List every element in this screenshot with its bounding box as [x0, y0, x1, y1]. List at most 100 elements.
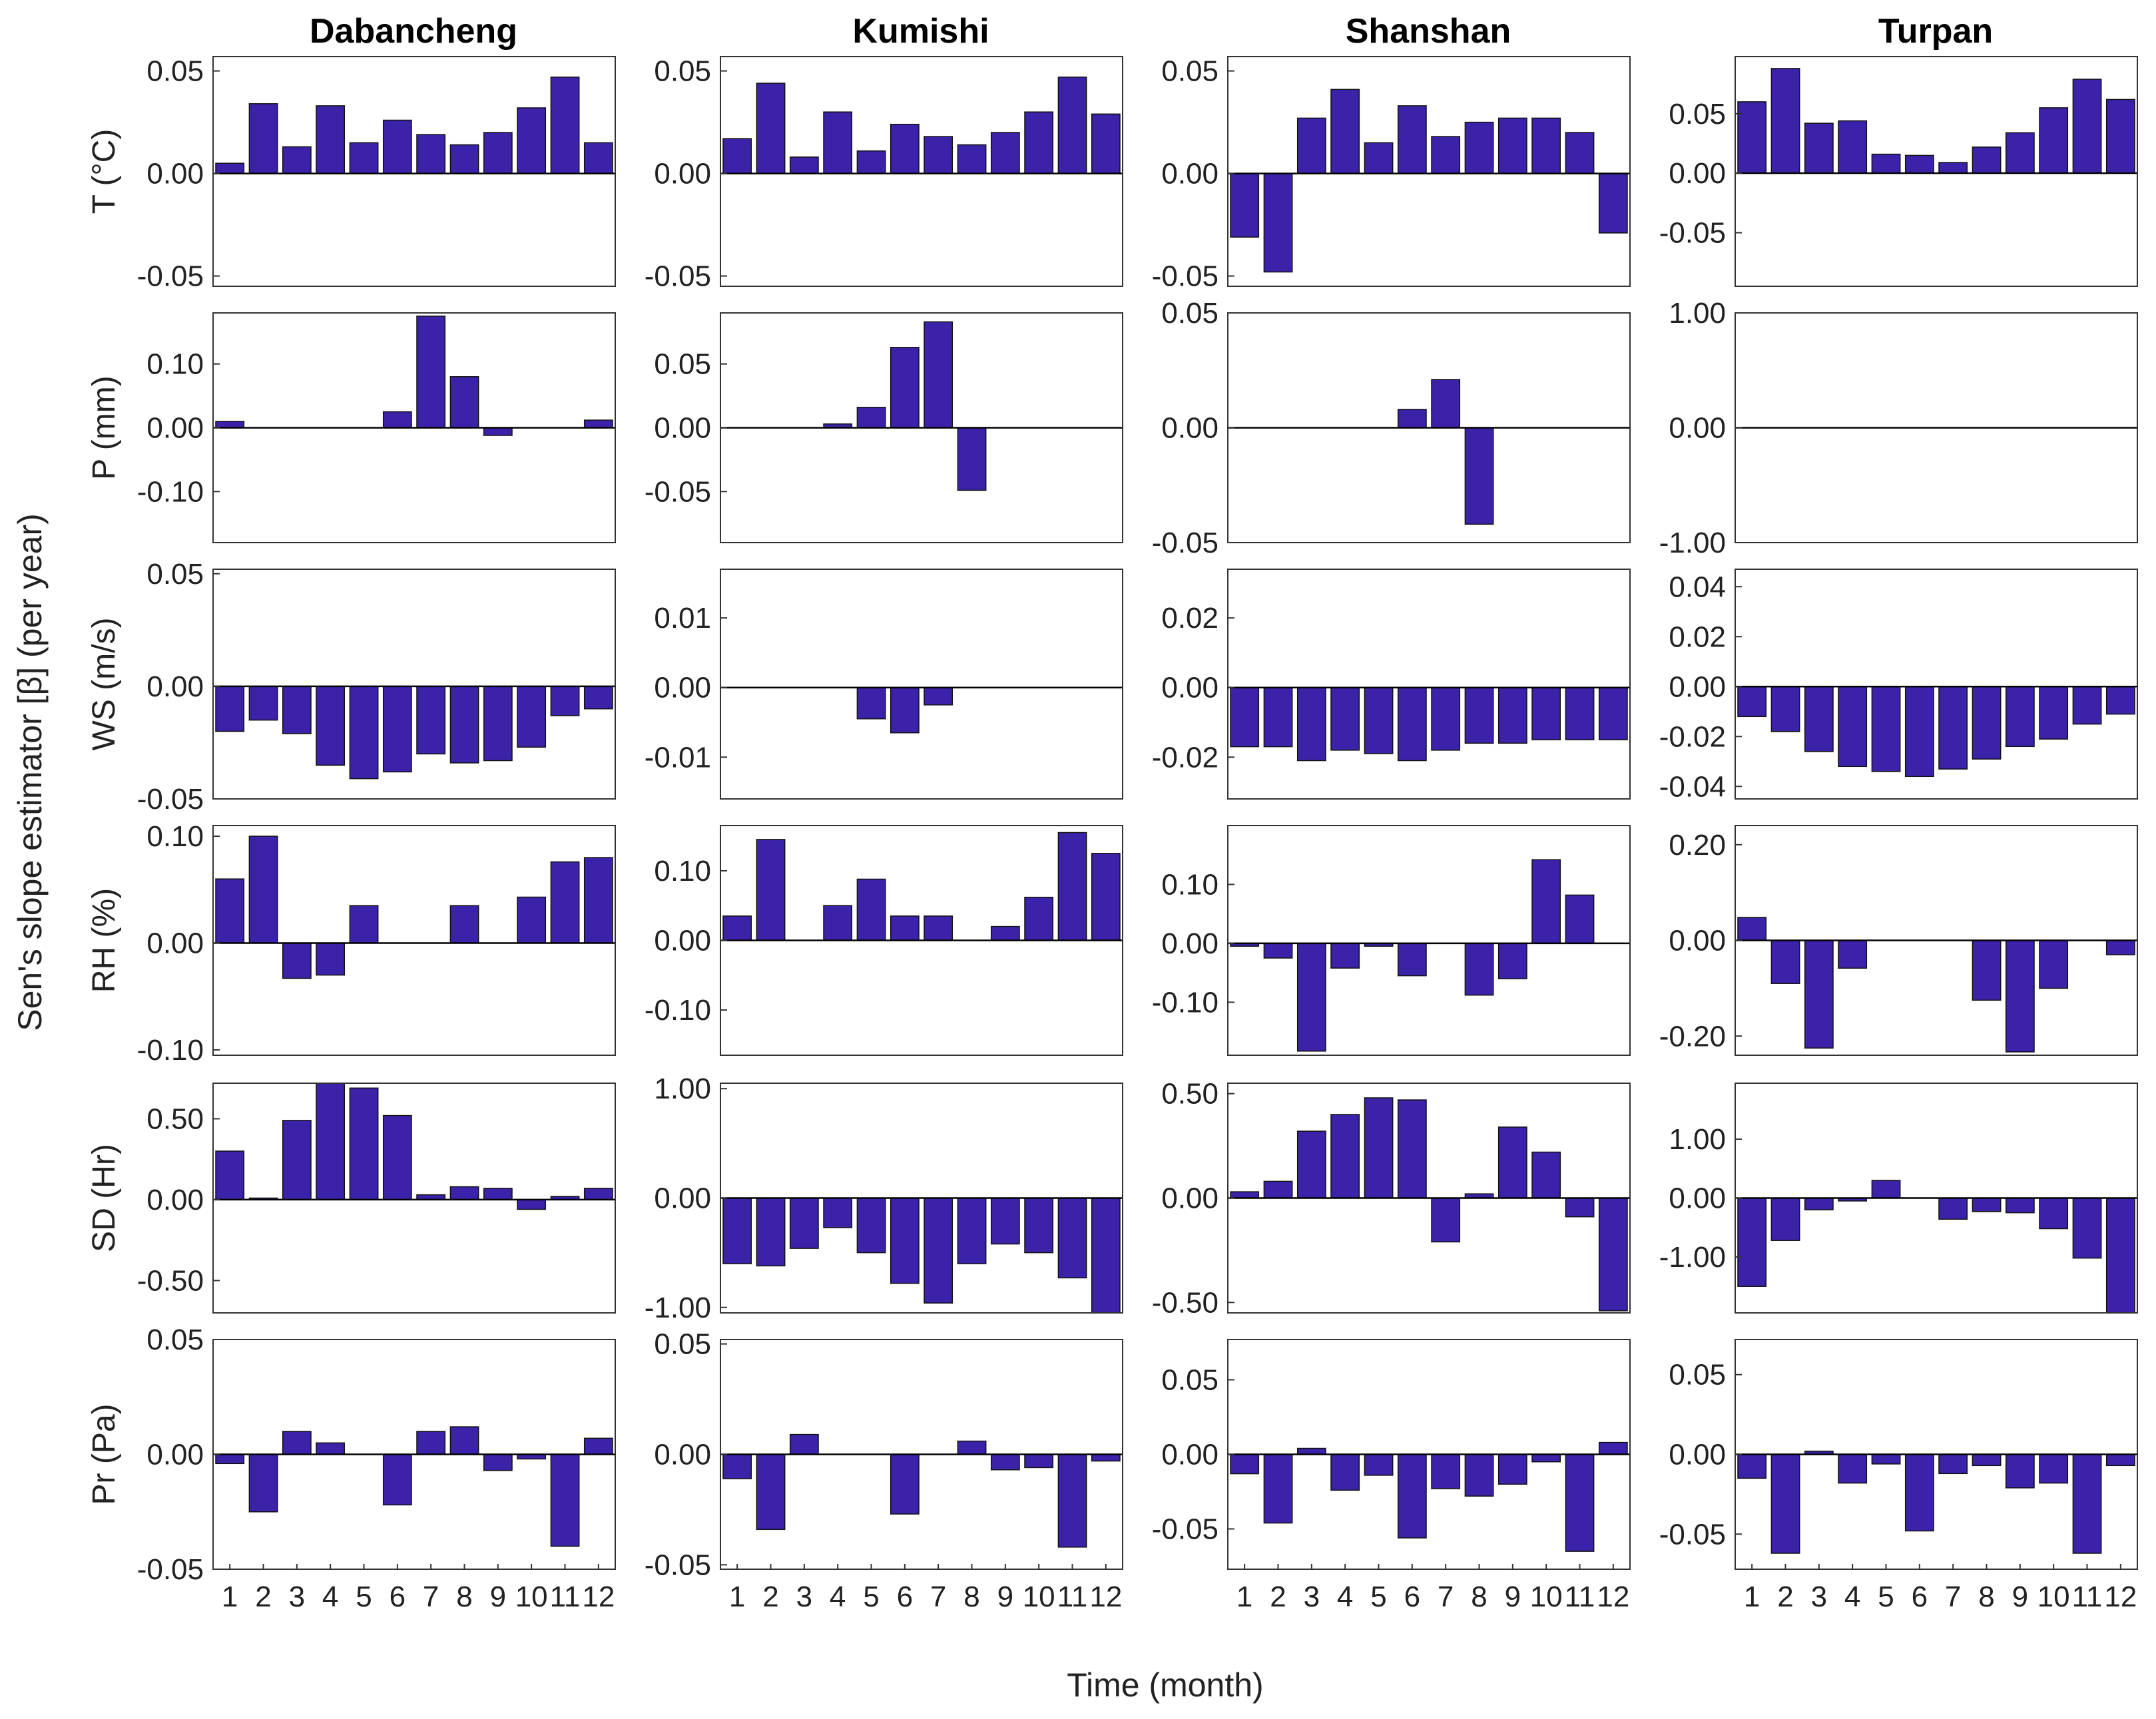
x-axis-title: Time (month) [1067, 1666, 1263, 1704]
y-tick-label: 0.00 [146, 670, 204, 703]
bar-shanshan-ws-month-3 [1296, 686, 1326, 762]
y-tick-label: 0.05 [146, 558, 204, 591]
bar-dabancheng-ws-month-5 [349, 686, 379, 780]
bar-dabancheng-sd-month-1 [215, 1150, 245, 1200]
variable-label-pr: Pr (Pa) [87, 1403, 122, 1505]
x-tick-label-2: 2 [1270, 1581, 1286, 1613]
y-tick-label: 0.05 [1161, 297, 1218, 330]
bar-turpan-pr-month-11 [2072, 1453, 2102, 1554]
bar-dabancheng-ws-month-10 [517, 686, 547, 748]
bar-turpan-t-month-10 [2039, 107, 2069, 174]
bar-shanshan-rh-month-4 [1330, 943, 1360, 969]
bar-kumishi-sd-month-1 [722, 1197, 752, 1264]
bar-shanshan-pr-month-5 [1364, 1453, 1394, 1476]
y-tick-label: 0.00 [1669, 670, 1726, 703]
bar-kumishi-pr-month-2 [756, 1453, 786, 1531]
bar-kumishi-rh-month-6 [890, 915, 920, 941]
panel-kumishi-t: -0.05 0.00 0.05 [645, 55, 1123, 293]
bar-dabancheng-t-month-12 [583, 142, 613, 174]
panel-turpan-p: -1.00 0.00 1.00 [1659, 297, 2138, 559]
bar-shanshan-sd-month-7 [1431, 1197, 1461, 1243]
bar-shanshan-sd-month-5 [1364, 1097, 1394, 1199]
y-tick-label: 0.00 [1669, 1439, 1726, 1471]
bar-turpan-sd-month-10 [2039, 1197, 2069, 1230]
bar-turpan-rh-month-12 [2105, 939, 2135, 955]
bar-turpan-ws-month-1 [1737, 686, 1767, 718]
bar-kumishi-pr-month-12 [1091, 1453, 1121, 1462]
bar-dabancheng-pr-month-11 [550, 1453, 580, 1547]
bar-dabancheng-sd-month-6 [382, 1114, 412, 1200]
bar-kumishi-sd-month-10 [1024, 1197, 1054, 1254]
bar-shanshan-rh-month-3 [1296, 943, 1326, 1052]
x-tick-label-4: 4 [322, 1581, 338, 1613]
bar-dabancheng-p-month-6 [382, 411, 412, 429]
y-tick-label: 0.10 [654, 855, 711, 887]
bar-shanshan-t-month-2 [1263, 172, 1293, 273]
y-tick-label: 0.00 [1669, 1182, 1726, 1215]
x-tick-label-2: 2 [255, 1581, 271, 1613]
bar-turpan-pr-month-2 [1770, 1453, 1800, 1554]
variable-label-ws: WS (m/s) [87, 618, 122, 751]
bar-turpan-ws-month-5 [1871, 686, 1901, 772]
x-tick-label-8: 8 [1978, 1581, 1994, 1613]
bar-turpan-ws-month-9 [2005, 686, 2035, 748]
y-tick-label: 0.00 [654, 1182, 711, 1215]
y-tick-label: 0.00 [654, 925, 711, 957]
panel-shanshan-p: -0.05 0.00 0.05 [1152, 297, 1631, 559]
bar-turpan-sd-month-12 [2105, 1197, 2135, 1314]
bar-kumishi-rh-month-4 [823, 905, 853, 941]
x-tick-label-1: 1 [222, 1581, 238, 1613]
bar-shanshan-pr-month-11 [1565, 1453, 1595, 1552]
bar-shanshan-ws-month-5 [1364, 686, 1394, 754]
panel-kumishi-sd: -1.00 0.00 1.00 [645, 1073, 1123, 1324]
bar-shanshan-p-month-8 [1464, 427, 1494, 525]
y-tick-label: 0.05 [1161, 55, 1218, 88]
panel-shanshan-sd: -0.50 0.00 0.50 [1152, 1078, 1631, 1319]
bar-kumishi-t-month-2 [756, 83, 786, 174]
axes-frame [212, 825, 616, 1056]
panel-kumishi-rh: -0.10 0.00 0.10 [645, 825, 1123, 1056]
bar-kumishi-pr-month-3 [789, 1433, 819, 1455]
y-tick-label: 0.00 [146, 1184, 204, 1216]
bar-kumishi-sd-month-12 [1091, 1197, 1121, 1314]
bar-kumishi-pr-month-11 [1057, 1453, 1087, 1548]
y-tick-label: -0.05 [1152, 260, 1218, 293]
y-tick-label: 0.50 [146, 1103, 204, 1135]
y-tick-label: 0.50 [1161, 1078, 1218, 1110]
bar-turpan-pr-month-8 [1972, 1453, 2002, 1467]
y-tick-label: -0.10 [645, 994, 711, 1027]
y-tick-label: 0.05 [1669, 98, 1726, 130]
panel-grid: -0.05 0.00 0.05 T (°C) -0.05 0.00 0.05 -0.05 0.0… [87, 55, 2138, 1613]
x-tick-label-6: 6 [897, 1581, 913, 1613]
bar-dabancheng-pr-month-12 [583, 1437, 613, 1455]
bar-turpan-t-month-3 [1804, 123, 1834, 174]
bar-turpan-rh-month-2 [1770, 939, 1800, 984]
bar-shanshan-ws-month-10 [1531, 686, 1561, 740]
bar-kumishi-sd-month-3 [789, 1197, 819, 1249]
bar-turpan-ws-month-11 [2072, 686, 2102, 725]
bar-shanshan-pr-month-2 [1263, 1453, 1293, 1524]
bar-kumishi-t-month-7 [924, 136, 953, 174]
y-tick-label: 0.10 [146, 820, 204, 853]
bar-dabancheng-sd-month-12 [583, 1188, 613, 1200]
bar-kumishi-p-month-5 [856, 407, 886, 429]
y-tick-label: 0.00 [1161, 927, 1218, 960]
bar-turpan-ws-month-3 [1804, 686, 1834, 752]
bar-shanshan-pr-month-9 [1497, 1453, 1527, 1485]
y-tick-label: 0.00 [1161, 672, 1218, 704]
x-tick-label-1: 1 [1236, 1581, 1252, 1613]
y-tick-label: 0.00 [146, 927, 204, 960]
bar-shanshan-p-month-6 [1397, 409, 1427, 429]
x-tick-label-7: 7 [1438, 1581, 1454, 1613]
bar-shanshan-rh-month-10 [1531, 859, 1561, 944]
x-tick-label-8: 8 [1471, 1581, 1487, 1613]
bar-dabancheng-t-month-11 [550, 77, 580, 174]
bar-dabancheng-pr-month-8 [449, 1426, 479, 1455]
y-tick-label: 0.05 [654, 348, 711, 381]
x-tick-label-7: 7 [930, 1581, 946, 1613]
y-tick-label: 1.00 [654, 1073, 711, 1105]
bar-dabancheng-sd-month-4 [316, 1083, 346, 1200]
bar-shanshan-t-month-10 [1531, 117, 1561, 174]
